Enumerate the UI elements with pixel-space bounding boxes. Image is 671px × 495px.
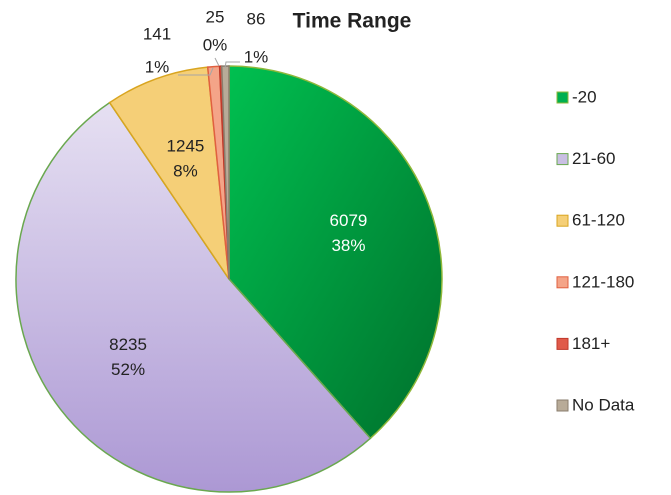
- pie-slice: [15, 101, 372, 493]
- percent-label: 1%: [145, 57, 170, 76]
- legend-label: 121-180: [572, 272, 634, 291]
- leader-line: [178, 67, 214, 76]
- data-label: 1245: [167, 136, 205, 155]
- pie-slice: [108, 66, 230, 280]
- leader-line: [224, 61, 240, 69]
- data-label: 6079: [330, 211, 368, 230]
- data-label: 25: [206, 7, 225, 26]
- legend-label: -20: [572, 87, 597, 106]
- chart-title: Time Range: [293, 10, 412, 33]
- pie-slice: [228, 65, 443, 440]
- legend-label: 181+: [572, 334, 610, 353]
- legend-label: 61-120: [572, 211, 625, 230]
- percent-label: 52%: [111, 360, 145, 379]
- leader-line: [214, 57, 220, 67]
- percent-label: 1%: [244, 47, 269, 66]
- data-label: 8235: [109, 335, 147, 354]
- legend-swatch: [556, 276, 569, 289]
- percent-label: 0%: [203, 35, 228, 54]
- percent-label: 8%: [173, 161, 198, 180]
- legend-swatch: [556, 399, 569, 412]
- legend-swatch: [556, 153, 569, 166]
- legend-label: No Data: [572, 395, 635, 414]
- data-label: 141: [143, 24, 171, 43]
- legend-swatch: [556, 91, 569, 104]
- data-label: 86: [247, 9, 266, 28]
- percent-label: 38%: [331, 236, 365, 255]
- legend-swatch: [556, 214, 569, 227]
- legend-label: 21-60: [572, 149, 615, 168]
- legend-swatch: [556, 337, 569, 350]
